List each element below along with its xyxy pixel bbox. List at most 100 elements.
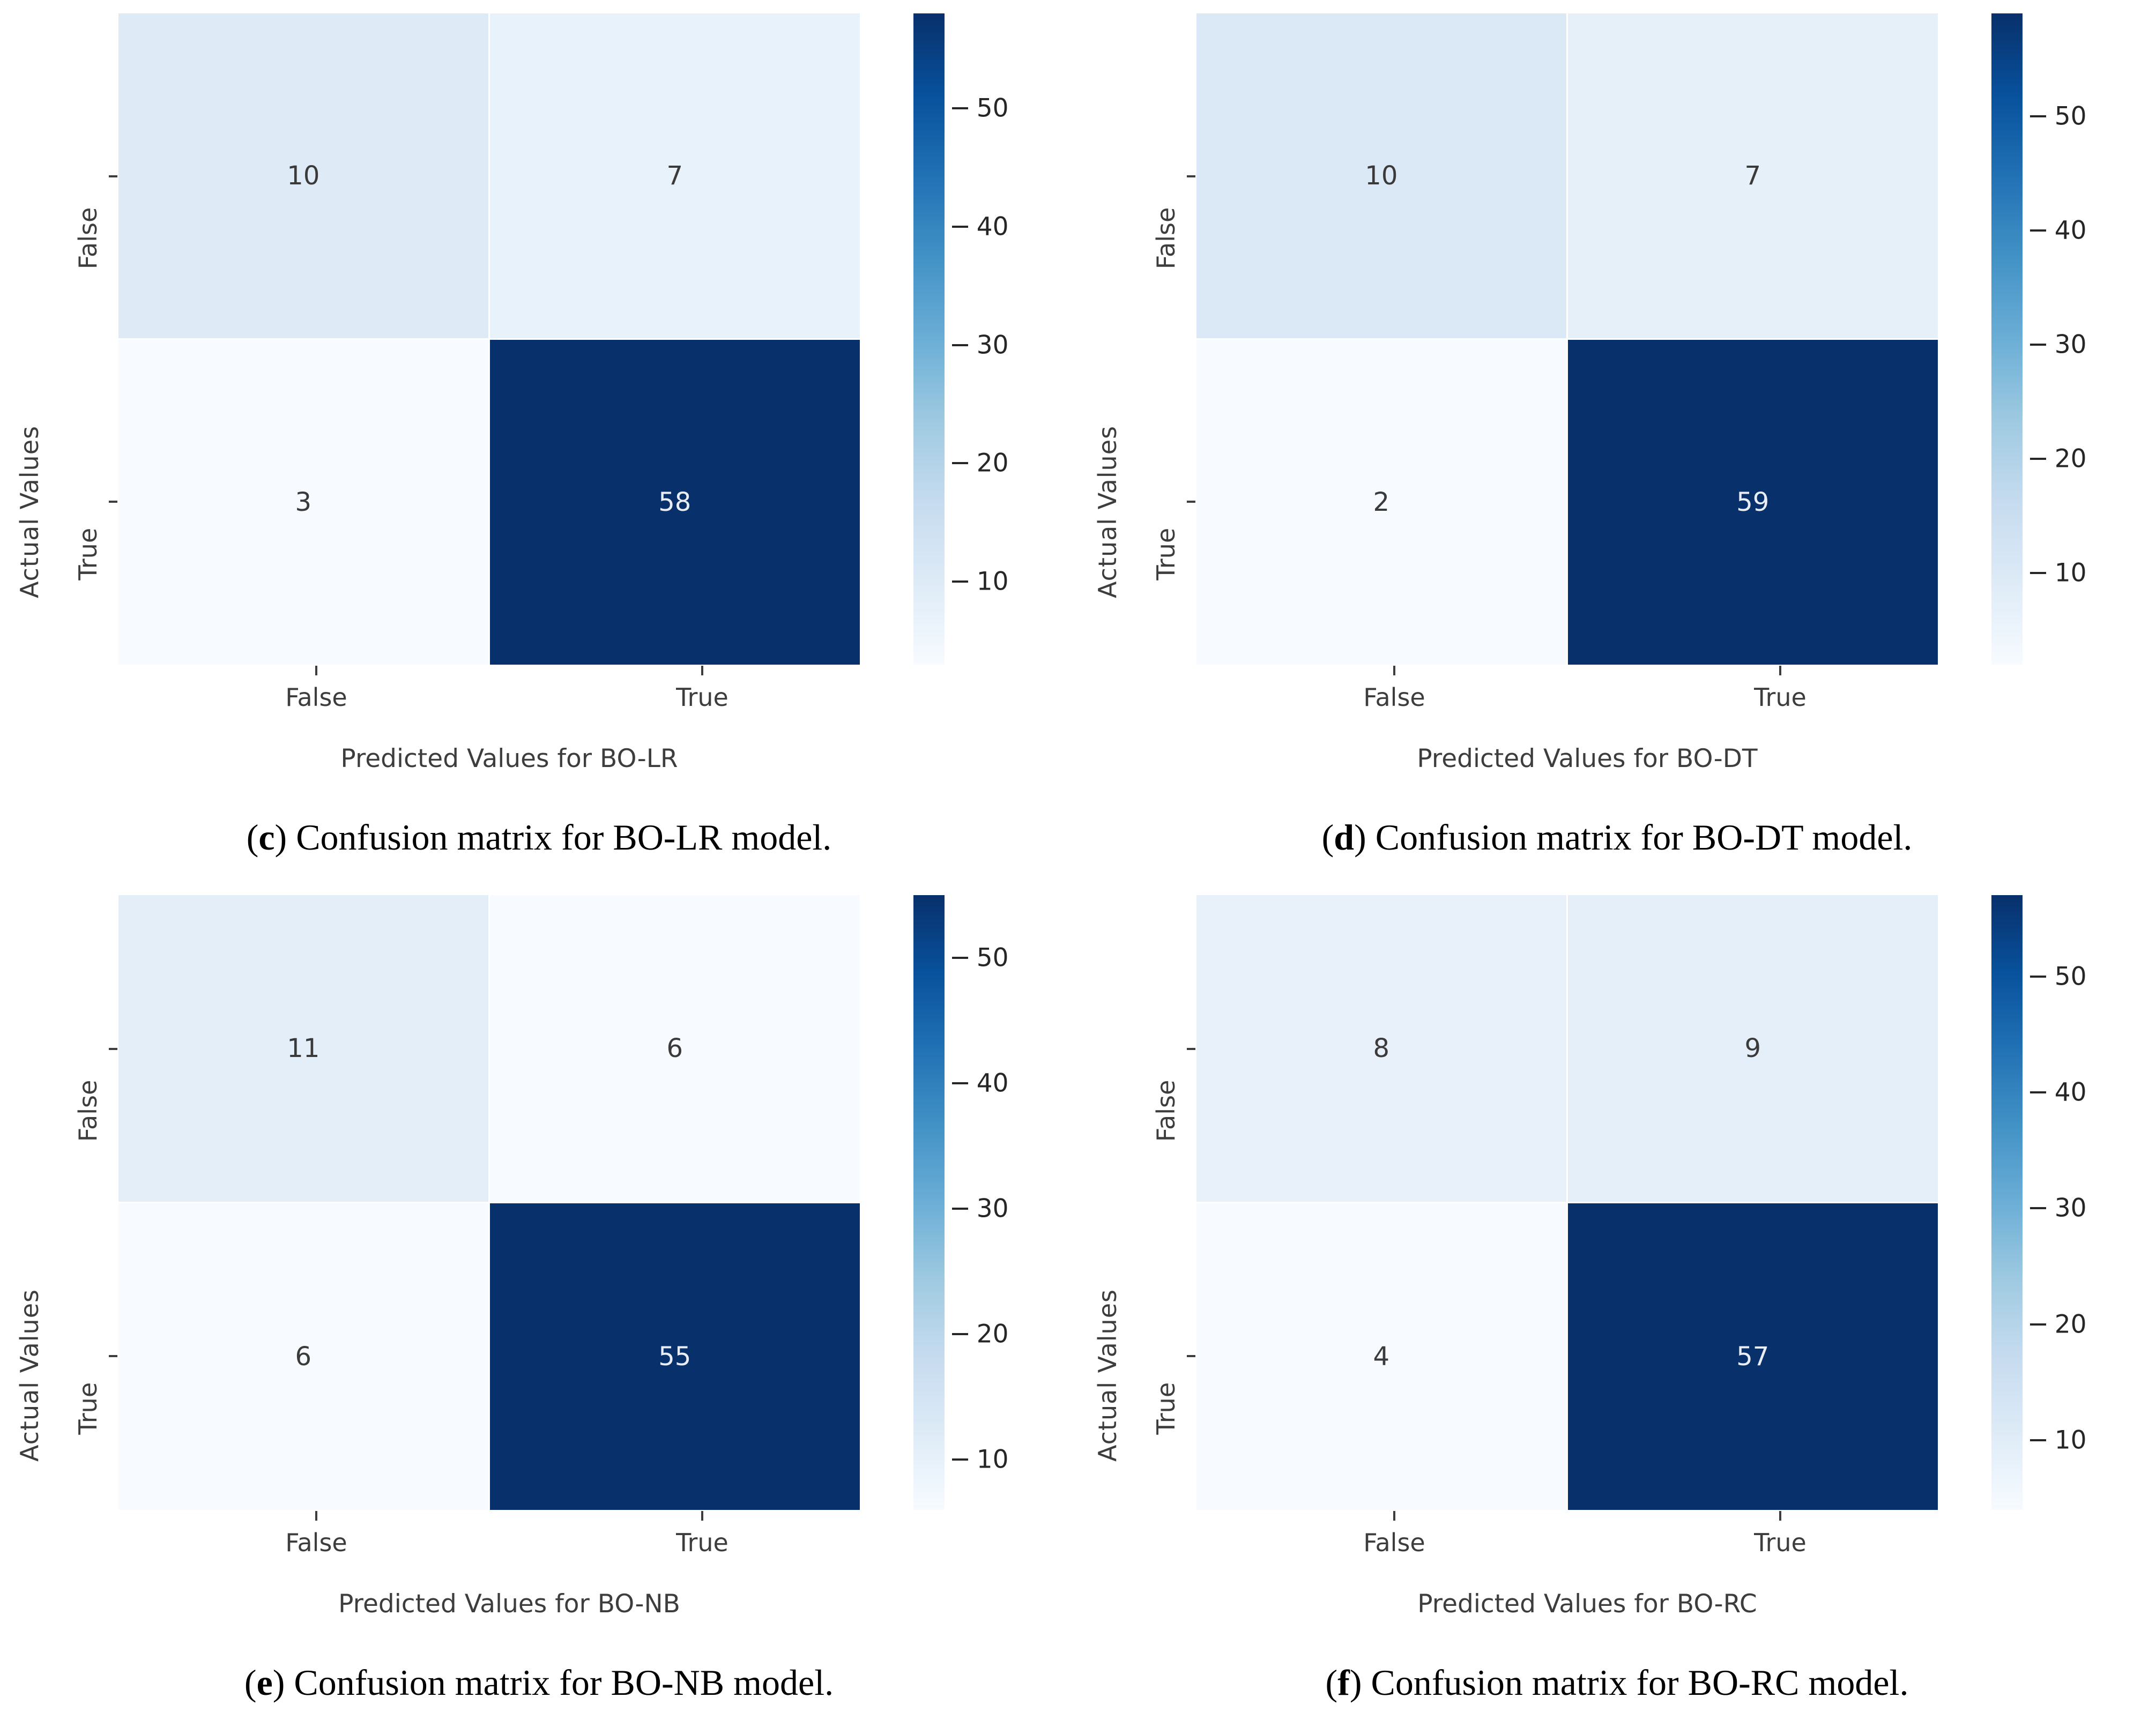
x-tick-label: False — [1363, 683, 1425, 712]
colorbar-tick-mark — [951, 580, 968, 583]
heatmap-cell: 55 — [489, 1203, 860, 1510]
figure-bo-dt: Actual Values False True 10 7 2 59 10 20 3… — [1078, 0, 2156, 882]
colorbar-tick-mark — [2029, 115, 2046, 117]
x-tick-mark — [1779, 1511, 1781, 1521]
colorbar-tick-mark — [951, 225, 968, 228]
colorbar-tick-mark — [951, 957, 968, 959]
caption-letter: c — [258, 817, 275, 858]
colorbar-tick-label: 10 — [2054, 558, 2087, 588]
colorbar-area: 10 20 30 40 50 — [913, 895, 1078, 1510]
heatmap-cell: 10 — [1196, 13, 1566, 338]
x-axis: False True — [123, 665, 895, 724]
heatmap-cell: 6 — [118, 1203, 488, 1510]
y-axis: Actual Values False True — [0, 895, 118, 1510]
colorbar-tick-label: 40 — [2054, 215, 2087, 245]
colorbar-ticks: 10 20 30 40 50 — [913, 895, 1078, 1510]
y-axis-label: Actual Values — [15, 425, 44, 598]
y-tick-mark — [108, 1047, 117, 1050]
colorbar-tick-label: 50 — [2054, 962, 2087, 991]
x-tick-mark — [315, 1511, 317, 1521]
heatmap: 10 7 3 58 — [118, 13, 860, 665]
colorbar — [1991, 13, 2023, 665]
colorbar — [913, 895, 945, 1510]
figure-bo-rc: Actual Values False True 8 9 4 57 10 20 30… — [1078, 882, 2156, 1727]
y-tick-mark — [108, 501, 117, 503]
plot-area: Actual Values False True 11 6 6 55 10 20 3… — [0, 895, 1078, 1510]
x-axis-label: Predicted Values for BO-LR — [340, 743, 678, 773]
colorbar-tick-mark — [2029, 458, 2046, 460]
caption-text: Confusion matrix for BO-RC model. — [1362, 1662, 1909, 1703]
y-tick-mark — [1186, 175, 1195, 177]
colorbar-tick-label: 10 — [2054, 1425, 2087, 1455]
caption-letter: e — [256, 1662, 273, 1703]
colorbar-tick-mark — [951, 1458, 968, 1461]
caption-text: Confusion matrix for BO-NB model. — [285, 1662, 834, 1703]
x-tick-false: False — [1201, 1510, 1587, 1569]
colorbar — [913, 13, 945, 665]
y-tick-label-false: False — [1151, 1080, 1180, 1142]
x-tick-label: True — [1754, 1528, 1806, 1557]
x-tick-false: False — [123, 665, 509, 724]
colorbar-tick-mark — [2029, 1439, 2046, 1442]
colorbar-tick-mark — [951, 344, 968, 346]
y-axis: Actual Values False True — [0, 13, 118, 665]
figure-bo-lr: Actual Values False True 10 7 3 58 10 20 3… — [0, 0, 1078, 882]
y-tick-mark — [108, 1355, 117, 1358]
heatmap-cell: 8 — [1196, 895, 1566, 1202]
colorbar-tick-label: 40 — [2054, 1077, 2087, 1107]
x-tick-true: True — [1587, 665, 1973, 724]
colorbar-tick-label: 20 — [2054, 1309, 2087, 1339]
colorbar-tick-label: 30 — [2054, 1193, 2087, 1223]
colorbar-tick-mark — [951, 1208, 968, 1210]
colorbar-tick-mark — [951, 107, 968, 109]
figure-caption: (d) Confusion matrix for BO-DT model. — [1321, 817, 1913, 858]
x-tick-true: True — [1587, 1510, 1973, 1569]
x-axis: False True — [1201, 665, 1973, 724]
y-axis: Actual Values False True — [1078, 13, 1196, 665]
colorbar-tick-label: 30 — [976, 330, 1009, 360]
colorbar-area: 10 20 30 40 50 — [1991, 13, 2156, 665]
colorbar-tick-label: 50 — [976, 93, 1009, 123]
x-tick-mark — [1393, 666, 1395, 675]
plot-area: Actual Values False True 8 9 4 57 10 20 30… — [1078, 895, 2156, 1510]
colorbar-ticks: 10 20 30 40 50 — [913, 13, 1078, 665]
colorbar-ticks: 10 20 30 40 50 — [1991, 13, 2156, 665]
colorbar-tick-mark — [2029, 229, 2046, 232]
figure-bo-nb: Actual Values False True 11 6 6 55 10 20 3… — [0, 882, 1078, 1727]
heatmap-cell: 6 — [489, 895, 860, 1202]
heatmap: 10 7 2 59 — [1196, 13, 1938, 665]
y-tick-label-true: True — [73, 528, 102, 580]
y-axis-label: Actual Values — [1093, 425, 1122, 598]
caption-letter: d — [1334, 817, 1355, 858]
caption-text: Confusion matrix for BO-LR model. — [287, 817, 832, 858]
x-axis-label: Predicted Values for BO-NB — [338, 1589, 680, 1619]
y-tick-mark — [1186, 501, 1195, 503]
colorbar-tick-mark — [951, 1333, 968, 1336]
x-tick-label: True — [1754, 683, 1806, 712]
colorbar-tick-mark — [2029, 572, 2046, 575]
x-tick-label: False — [285, 683, 347, 712]
colorbar-tick-label: 50 — [2054, 101, 2087, 131]
colorbar-tick-label: 40 — [976, 1068, 1009, 1098]
x-tick-label: False — [1363, 1528, 1425, 1557]
x-axis-label: Predicted Values for BO-DT — [1417, 743, 1758, 773]
x-tick-label: False — [285, 1528, 347, 1557]
y-tick-mark — [108, 175, 117, 177]
x-tick-mark — [701, 1511, 703, 1521]
x-axis: False True — [123, 1510, 895, 1569]
plot-area: Actual Values False True 10 7 2 59 10 20 3… — [1078, 13, 2156, 665]
heatmap-cell: 2 — [1196, 340, 1566, 665]
x-tick-false: False — [1201, 665, 1587, 724]
colorbar-tick-label: 10 — [976, 567, 1009, 597]
x-tick-mark — [315, 666, 317, 675]
colorbar-tick-label: 20 — [2054, 444, 2087, 474]
y-tick-label-false: False — [73, 1080, 102, 1142]
heatmap-cell: 57 — [1567, 1203, 1938, 1510]
colorbar-area: 10 20 30 40 50 — [1991, 895, 2156, 1510]
colorbar-tick-label: 20 — [976, 1319, 1009, 1349]
colorbar-tick-label: 10 — [976, 1445, 1009, 1475]
colorbar-tick-label: 40 — [976, 212, 1009, 242]
y-axis-label: Actual Values — [15, 1289, 44, 1462]
y-tick-label-false: False — [73, 207, 102, 269]
